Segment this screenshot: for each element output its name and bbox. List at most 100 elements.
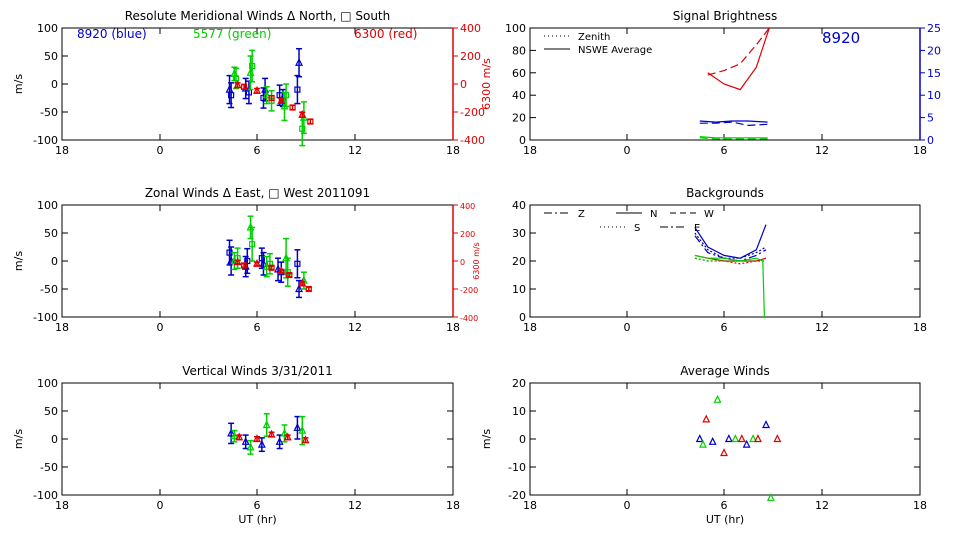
legend-label: W	[704, 209, 714, 220]
series-line	[699, 121, 768, 127]
x-tick-label: 18	[523, 144, 537, 157]
right-axis-label: 6300 m/s	[480, 58, 493, 110]
marker-triangle	[753, 434, 762, 443]
y-tick-label: 0	[51, 433, 58, 446]
vertical-panel: Vertical Winds 3/31/2011 18 0 6 12 18 100 50 0 -5…	[12, 364, 460, 526]
x-tick-label: 18	[446, 321, 460, 334]
marker-triangle	[766, 492, 775, 501]
marker-triangle	[253, 85, 261, 94]
right-tick-label: 400	[460, 22, 481, 35]
y-tick-label: 60	[512, 67, 526, 80]
right-tick-label: 200	[460, 230, 475, 239]
y-tick-label: 100	[505, 22, 526, 35]
x-tick-label: 0	[624, 144, 631, 157]
y-tick-label: 30	[512, 227, 526, 240]
marker-square	[305, 285, 312, 293]
x-tick-label: 6	[721, 499, 728, 512]
marker-triangle	[267, 429, 276, 438]
marker-triangle	[295, 284, 304, 293]
right-tick-label: 5	[927, 112, 934, 125]
x-tick-label: 18	[446, 144, 460, 157]
x-tick-label: 6	[254, 144, 261, 157]
marker-triangle	[277, 266, 286, 275]
legend-green: 5577 (green)	[193, 27, 271, 41]
legend-label: S	[634, 223, 640, 234]
marker-triangle	[713, 394, 722, 403]
marker-triangle	[695, 434, 704, 443]
plot-frame	[529, 382, 921, 496]
y-tick-label: 10	[512, 405, 526, 418]
marker-triangle	[230, 431, 239, 440]
plot-frame	[61, 27, 454, 141]
y-tick-label: -100	[33, 134, 58, 147]
marker-square	[289, 104, 296, 111]
right-tick-label: -200	[460, 106, 485, 119]
marker-triangle	[742, 439, 751, 448]
y-tick-label: 0	[519, 134, 526, 147]
y-tick-label: 0	[519, 433, 526, 446]
x-tick-label: 18	[446, 499, 460, 512]
y-tick-label: 0	[51, 78, 58, 91]
marker-triangle	[720, 448, 728, 457]
y-tick-label: -100	[33, 489, 58, 502]
marker-triangle	[257, 439, 266, 448]
marker-triangle	[227, 428, 236, 437]
x-tick-label: 18	[55, 144, 69, 157]
y-tick-label: -10	[508, 461, 526, 474]
y-tick-label: 0	[519, 311, 526, 324]
marker-triangle	[708, 436, 717, 445]
y-axis-label: m/s	[12, 429, 25, 449]
y-tick-label: 20	[512, 112, 526, 125]
x-axis-label: UT (hr)	[238, 513, 276, 526]
x-tick-label: 18	[523, 321, 537, 334]
x-tick-label: 18	[913, 321, 927, 334]
series-line	[694, 232, 767, 259]
legend-label: E	[694, 223, 700, 234]
marker-square	[294, 260, 301, 267]
marker-triangle	[298, 425, 307, 434]
marker-square	[299, 125, 306, 132]
marker-triangle	[762, 420, 771, 429]
meridional-panel: Resolute Meridional Winds Δ North, □ Sou…	[12, 9, 493, 157]
x-tick-label: 6	[254, 499, 261, 512]
marker-square	[240, 262, 248, 269]
chart-title: Vertical Winds 3/31/2011	[182, 364, 333, 378]
series-line	[707, 27, 770, 76]
marker-triangle	[253, 258, 261, 267]
right-tick-label: 10	[927, 89, 941, 102]
y-tick-label: 10	[512, 283, 526, 296]
marker-triangle	[295, 57, 304, 66]
marker-triangle	[233, 80, 242, 89]
x-tick-label: 18	[55, 499, 69, 512]
marker-triangle	[262, 90, 271, 99]
right-tick-label: 200	[460, 50, 481, 63]
legend-label: Z	[578, 209, 585, 220]
marker-square	[294, 86, 301, 93]
marker-triangle	[773, 434, 782, 443]
marker-triangle	[277, 95, 286, 104]
marker-triangle	[699, 439, 707, 448]
legend-zenith: Zenith	[578, 32, 610, 43]
legend-blue: 8920 (blue)	[77, 27, 147, 41]
x-tick-label: 0	[157, 144, 164, 157]
x-tick-label: 6	[721, 321, 728, 334]
x-tick-label: 12	[348, 144, 362, 157]
y-tick-label: 20	[512, 255, 526, 268]
marker-triangle	[259, 258, 268, 267]
marker-square	[268, 264, 275, 271]
right-tick-label: -400	[460, 134, 485, 147]
legend-nswe: NSWE Average	[578, 45, 652, 56]
marker-square	[232, 75, 240, 82]
marker-triangle	[283, 432, 292, 441]
right-axis-label: 6300 m/s	[472, 242, 481, 280]
chart-title: Backgrounds	[686, 186, 764, 200]
marker-triangle	[253, 434, 261, 443]
marker-triangle	[301, 435, 310, 444]
series-line	[694, 235, 767, 262]
marker-triangle	[731, 434, 740, 443]
marker-triangle	[233, 257, 242, 266]
y-tick-label: 20	[512, 377, 526, 390]
right-tick-label: 0	[460, 78, 467, 91]
